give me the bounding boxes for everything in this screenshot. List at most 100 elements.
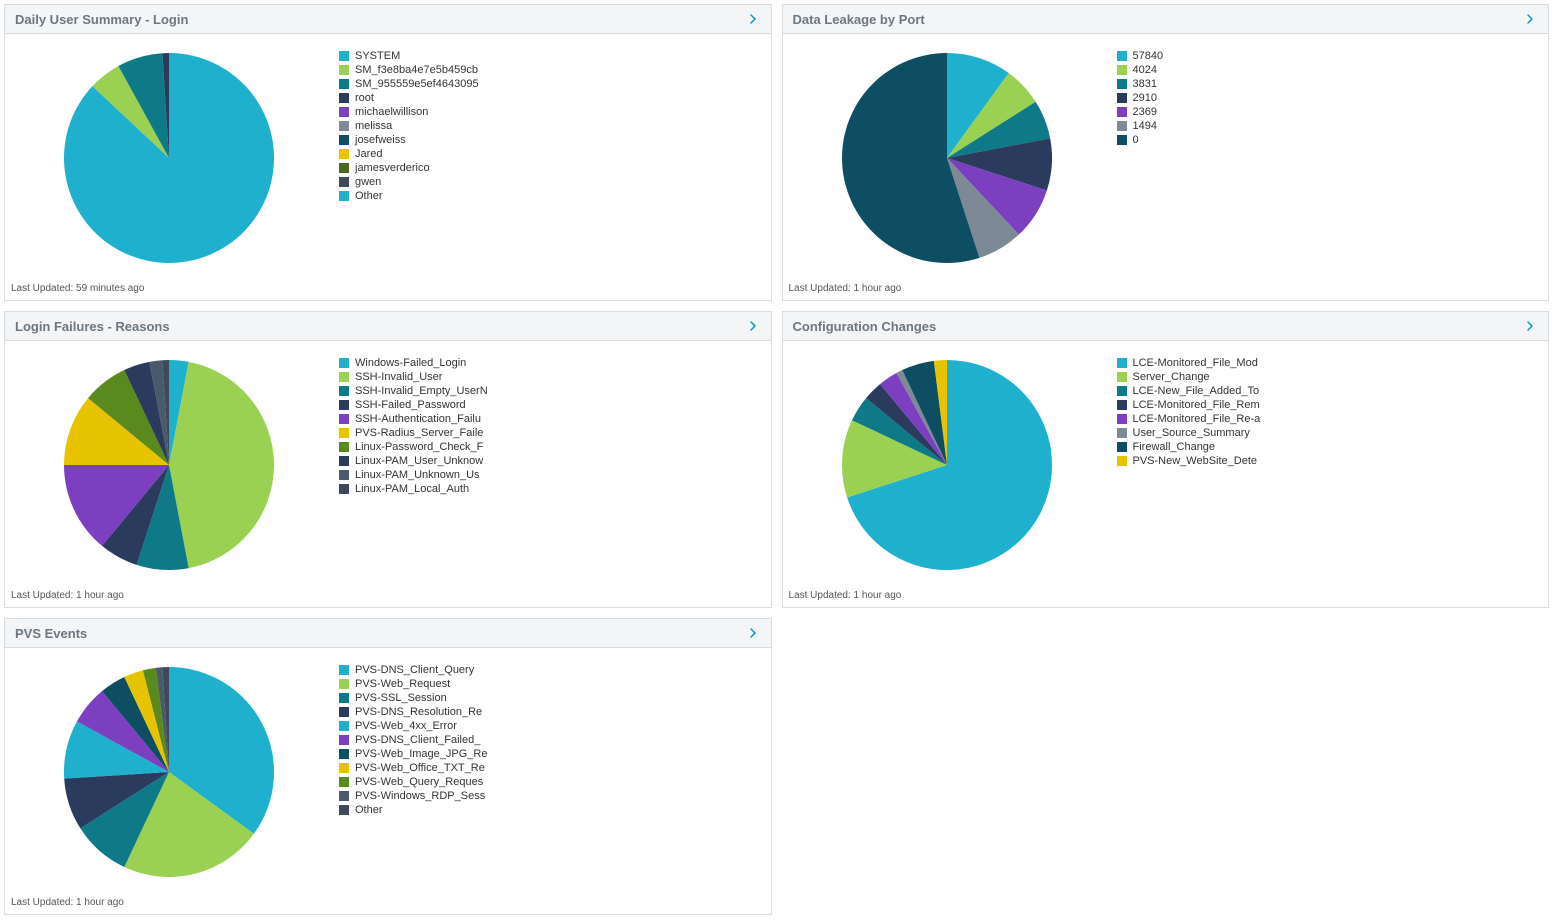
legend-swatch — [339, 735, 349, 745]
legend-swatch — [339, 358, 349, 368]
chevron-right-icon[interactable] — [745, 318, 761, 334]
legend-label: 0 — [1133, 134, 1139, 146]
legend-label: SM_f3e8ba4e7e5b459cb — [355, 64, 478, 76]
legend-item[interactable]: Linux-PAM_Local_Auth — [339, 483, 763, 495]
legend-item[interactable]: Other — [339, 190, 763, 202]
legend-item[interactable]: PVS-Web_Office_TXT_Re — [339, 762, 763, 774]
legend-swatch — [339, 400, 349, 410]
legend-item[interactable]: Jared — [339, 148, 763, 160]
legend-item[interactable]: melissa — [339, 120, 763, 132]
legend-item[interactable]: Linux-Password_Check_F — [339, 441, 763, 453]
legend-item[interactable]: 3831 — [1117, 78, 1541, 90]
chevron-right-icon[interactable] — [1522, 318, 1538, 334]
panel-body: LCE-Monitored_File_Mod Server_Change LCE-N… — [783, 341, 1549, 586]
legend-swatch — [339, 51, 349, 61]
legend-label: PVS-Web_4xx_Error — [355, 720, 457, 732]
legend-item[interactable]: 2910 — [1117, 92, 1541, 104]
legend-swatch — [339, 372, 349, 382]
legend-swatch — [1117, 456, 1127, 466]
legend-label: PVS-Web_Request — [355, 678, 450, 690]
legend-label: Other — [355, 804, 383, 816]
legend-swatch — [1117, 442, 1127, 452]
panel-daily-user-summary-login: Daily User Summary - LoginSYSTEMSM_f3e8b… — [4, 4, 772, 301]
legend-item[interactable]: PVS-DNS_Resolution_Re — [339, 706, 763, 718]
panel-body: PVS-DNS_Client_Query PVS-Web_Request PVS-S… — [5, 648, 771, 893]
legend-item[interactable]: SM_f3e8ba4e7e5b459cb — [339, 64, 763, 76]
legend-item[interactable]: LCE-Monitored_File_Re-a — [1117, 413, 1541, 425]
panel-data-leakage-by-port: Data Leakage by Port57840402438312910236… — [782, 4, 1550, 301]
legend-item[interactable]: 57840 — [1117, 50, 1541, 62]
legend-item[interactable]: michaelwillison — [339, 106, 763, 118]
legend-label: SM_955559e5ef4643095 — [355, 78, 479, 90]
legend-item[interactable]: SSH-Invalid_User — [339, 371, 763, 383]
legend-item[interactable]: Other — [339, 804, 763, 816]
panel-login-failures-reasons: Login Failures - ReasonsWindows-Failed_L… — [4, 311, 772, 608]
legend-item[interactable]: PVS-DNS_Client_Query — [339, 664, 763, 676]
legend-item[interactable]: PVS-Web_Request — [339, 678, 763, 690]
legend-label: PVS-Web_Office_TXT_Re — [355, 762, 485, 774]
pie-slice[interactable] — [169, 362, 274, 568]
legend-label: PVS-New_WebSite_Dete — [1133, 455, 1258, 467]
legend-swatch — [339, 484, 349, 494]
legend-swatch — [339, 693, 349, 703]
chevron-right-icon[interactable] — [1522, 11, 1538, 27]
legend-item[interactable]: root — [339, 92, 763, 104]
legend-item[interactable]: 2369 — [1117, 106, 1541, 118]
legend-item[interactable]: PVS-Web_4xx_Error — [339, 720, 763, 732]
legend-item[interactable]: Windows-Failed_Login — [339, 357, 763, 369]
pie-chart — [13, 355, 319, 580]
legend-item[interactable]: Firewall_Change — [1117, 441, 1541, 453]
legend-swatch — [1117, 428, 1127, 438]
legend-label: melissa — [355, 120, 392, 132]
legend-item[interactable]: PVS-SSL_Session — [339, 692, 763, 704]
legend: Windows-Failed_Login SSH-Invalid_User SSH-… — [319, 355, 763, 580]
legend-item[interactable]: PVS-Windows_RDP_Sess — [339, 790, 763, 802]
legend-item[interactable]: LCE-Monitored_File_Mod — [1117, 357, 1541, 369]
legend-item[interactable]: gwen — [339, 176, 763, 188]
legend-label: SSH-Invalid_Empty_UserN — [355, 385, 488, 397]
legend-item[interactable]: SSH-Invalid_Empty_UserN — [339, 385, 763, 397]
legend-item[interactable]: SSH-Failed_Password — [339, 399, 763, 411]
legend-item[interactable]: PVS-DNS_Client_Failed_ — [339, 734, 763, 746]
chevron-right-icon[interactable] — [745, 625, 761, 641]
legend-swatch — [339, 79, 349, 89]
legend: PVS-DNS_Client_Query PVS-Web_Request PVS-S… — [319, 662, 763, 887]
legend-label: Other — [355, 190, 383, 202]
legend-item[interactable]: 1494 — [1117, 120, 1541, 132]
legend-item[interactable]: SSH-Authentication_Failu — [339, 413, 763, 425]
legend-item[interactable]: 4024 — [1117, 64, 1541, 76]
legend-item[interactable]: PVS-Web_Query_Reques — [339, 776, 763, 788]
legend-item[interactable]: PVS-Web_Image_JPG_Re — [339, 748, 763, 760]
chevron-right-icon[interactable] — [745, 11, 761, 27]
legend-swatch — [339, 763, 349, 773]
legend-label: 2910 — [1133, 92, 1157, 104]
panel-configuration-changes: Configuration ChangesLCE-Monitored_File_… — [782, 311, 1550, 608]
legend-item[interactable]: josefweiss — [339, 134, 763, 146]
legend-item[interactable]: PVS-New_WebSite_Dete — [1117, 455, 1541, 467]
legend-label: 4024 — [1133, 64, 1157, 76]
legend: LCE-Monitored_File_Mod Server_Change LCE-N… — [1097, 355, 1541, 580]
legend-item[interactable]: SM_955559e5ef4643095 — [339, 78, 763, 90]
legend-swatch — [339, 121, 349, 131]
legend-label: PVS-DNS_Resolution_Re — [355, 706, 482, 718]
legend-label: User_Source_Summary — [1133, 427, 1250, 439]
panel-body: Windows-Failed_Login SSH-Invalid_User SSH-… — [5, 341, 771, 586]
legend-item[interactable]: User_Source_Summary — [1117, 427, 1541, 439]
legend-swatch — [1117, 400, 1127, 410]
legend-label: PVS-Web_Image_JPG_Re — [355, 748, 487, 760]
legend-label: SSH-Authentication_Failu — [355, 413, 481, 425]
legend-item[interactable]: SYSTEM — [339, 50, 763, 62]
legend-item[interactable]: jamesverderico — [339, 162, 763, 174]
legend-item[interactable]: LCE-New_File_Added_To — [1117, 385, 1541, 397]
dashboard: Daily User Summary - LoginSYSTEMSM_f3e8b… — [0, 0, 1553, 919]
legend-swatch — [339, 665, 349, 675]
legend-item[interactable]: LCE-Monitored_File_Rem — [1117, 399, 1541, 411]
legend-item[interactable]: Server_Change — [1117, 371, 1541, 383]
legend-item[interactable]: PVS-Radius_Server_Faile — [339, 427, 763, 439]
legend-label: josefweiss — [355, 134, 406, 146]
legend-item[interactable]: Linux-PAM_Unknown_Us — [339, 469, 763, 481]
pie-chart — [13, 662, 319, 887]
legend-label: Linux-PAM_User_Unknow — [355, 455, 483, 467]
legend-item[interactable]: Linux-PAM_User_Unknow — [339, 455, 763, 467]
legend-item[interactable]: 0 — [1117, 134, 1541, 146]
